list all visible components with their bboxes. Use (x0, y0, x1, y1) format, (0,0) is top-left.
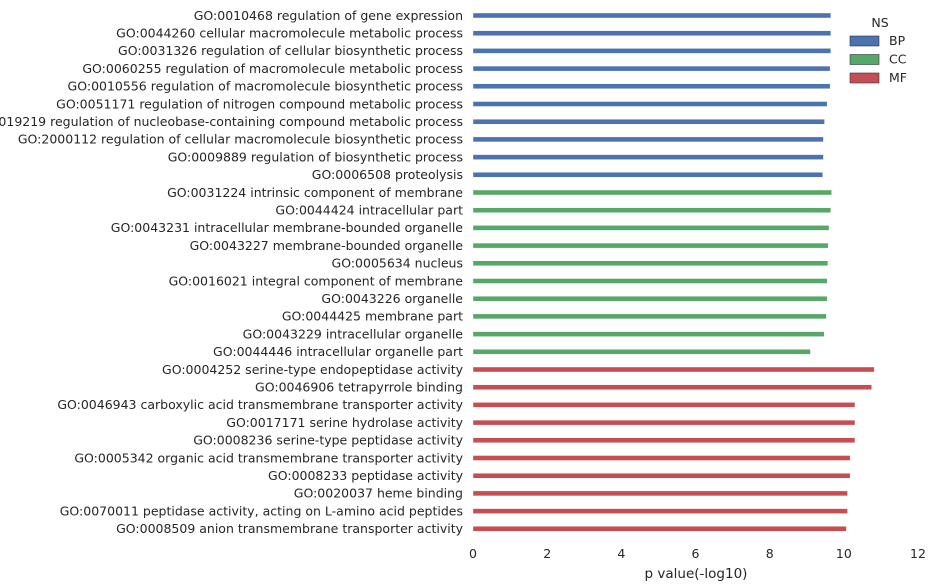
term-label: GO:0020037 heme binding (294, 486, 463, 501)
x-tick-label: 8 (766, 546, 774, 561)
bar-cc-16 (472, 296, 828, 302)
bar-cc-19 (472, 349, 811, 355)
bar-bp-3 (472, 65, 831, 72)
term-label: GO:0016021 integral component of membran… (169, 273, 464, 288)
term-label: GO:0008236 serine-type peptidase activit… (193, 433, 463, 448)
term-label: GO:0043231 intracellular membrane-bounde… (111, 220, 464, 235)
x-tick-label: 10 (836, 546, 852, 561)
term-label: GO:0009889 regulation of biosynthetic pr… (168, 149, 463, 164)
bar-mf-29 (472, 526, 847, 532)
term-label: GO:0031224 intrinsic component of membra… (167, 185, 463, 200)
term-label: GO:0004252 serine-type endopeptidase act… (162, 362, 464, 377)
bar-cc-17 (472, 313, 827, 320)
x-tick-label: 6 (692, 546, 700, 561)
x-tick-label: 0 (469, 546, 477, 561)
legend-label-bp: BP (889, 33, 906, 48)
bar-cc-11 (472, 207, 832, 213)
legend-label-mf: MF (889, 70, 907, 85)
bar-mf-25 (472, 455, 851, 461)
bar-bp-9 (472, 172, 823, 178)
term-label: GO:0005342 organic acid transmembrane tr… (74, 450, 463, 465)
x-tick-label: 12 (910, 546, 926, 561)
term-label: GO:0019219 regulation of nucleobase-cont… (0, 114, 463, 129)
bar-bp-6 (472, 118, 825, 125)
bar-bp-2 (472, 48, 832, 54)
bar-bp-5 (472, 101, 828, 107)
term-label: GO:0043229 intracellular organelle (243, 326, 464, 341)
bar-mf-20 (472, 366, 875, 373)
x-axis: 0 2 4 6 8 10 12 (469, 546, 926, 561)
term-label: GO:0044424 intracellular part (275, 203, 463, 218)
bar-mf-27 (472, 490, 848, 497)
term-label: GO:0046943 carboxylic acid transmembrane… (57, 397, 463, 412)
term-label: GO:0010556 regulation of macromolecule b… (68, 79, 463, 94)
bar-cc-10 (472, 189, 832, 196)
bar-mf-22 (472, 402, 856, 408)
bar-mf-21 (472, 384, 872, 390)
bar-cc-15 (472, 278, 828, 284)
term-label: GO:2000112 regulation of cellular macrom… (18, 132, 463, 147)
term-label: GO:0060255 regulation of macromolecule m… (82, 61, 463, 76)
bar-mf-26 (472, 473, 851, 479)
bar-bp-1 (472, 30, 832, 36)
term-label: GO:0043226 organelle (321, 291, 463, 306)
term-label: GO:0044446 intracellular organelle part (213, 344, 463, 359)
term-label: GO:0044260 cellular macromolecule metabo… (116, 26, 463, 41)
legend-label-cc: CC (889, 52, 907, 67)
term-label: GO:0044425 membrane part (282, 309, 463, 324)
legend-title: NS (871, 15, 888, 30)
term-label: GO:0005634 nucleus (332, 256, 463, 271)
bar-mf-23 (472, 419, 856, 426)
legend-swatch-cc (849, 54, 880, 65)
term-labels-group: GO:0010468 regulation of gene expression… (0, 8, 464, 536)
x-tick-label: 4 (617, 546, 625, 561)
bar-bp-7 (472, 136, 824, 143)
legend-swatch-bp (849, 35, 880, 47)
bar-bp-8 (472, 154, 824, 160)
bar-bp-0 (472, 12, 832, 19)
term-label: GO:0043227 membrane-bounded organelle (190, 238, 464, 253)
bar-mf-28 (472, 508, 848, 514)
term-label: GO:0008509 anion transmembrane transport… (116, 521, 463, 536)
term-label: GO:0008233 peptidase activity (268, 468, 464, 483)
term-label: GO:0046906 tetrapyrrole binding (255, 380, 463, 395)
term-label: GO:0010468 regulation of gene expression (194, 8, 463, 23)
term-label: GO:0051171 regulation of nitrogen compou… (56, 96, 463, 111)
legend: NS BP CC MF (849, 15, 907, 85)
term-label: GO:0006508 proteolysis (312, 167, 463, 182)
bar-cc-14 (472, 260, 829, 266)
bar-cc-13 (472, 242, 829, 249)
x-axis-label: p value(-log10) (645, 566, 748, 582)
term-label: GO:0070011 peptidase activity, acting on… (60, 503, 463, 518)
term-label: GO:0031326 regulation of cellular biosyn… (118, 43, 463, 58)
bar-cc-12 (472, 225, 830, 231)
bars-group (472, 12, 875, 532)
term-label: GO:0017171 serine hydrolase activity (226, 415, 463, 430)
legend-swatch-mf (849, 72, 880, 84)
bar-cc-18 (472, 331, 825, 337)
bar-mf-24 (472, 437, 856, 443)
x-tick-label: 2 (543, 546, 551, 561)
bar-bp-4 (472, 83, 831, 90)
